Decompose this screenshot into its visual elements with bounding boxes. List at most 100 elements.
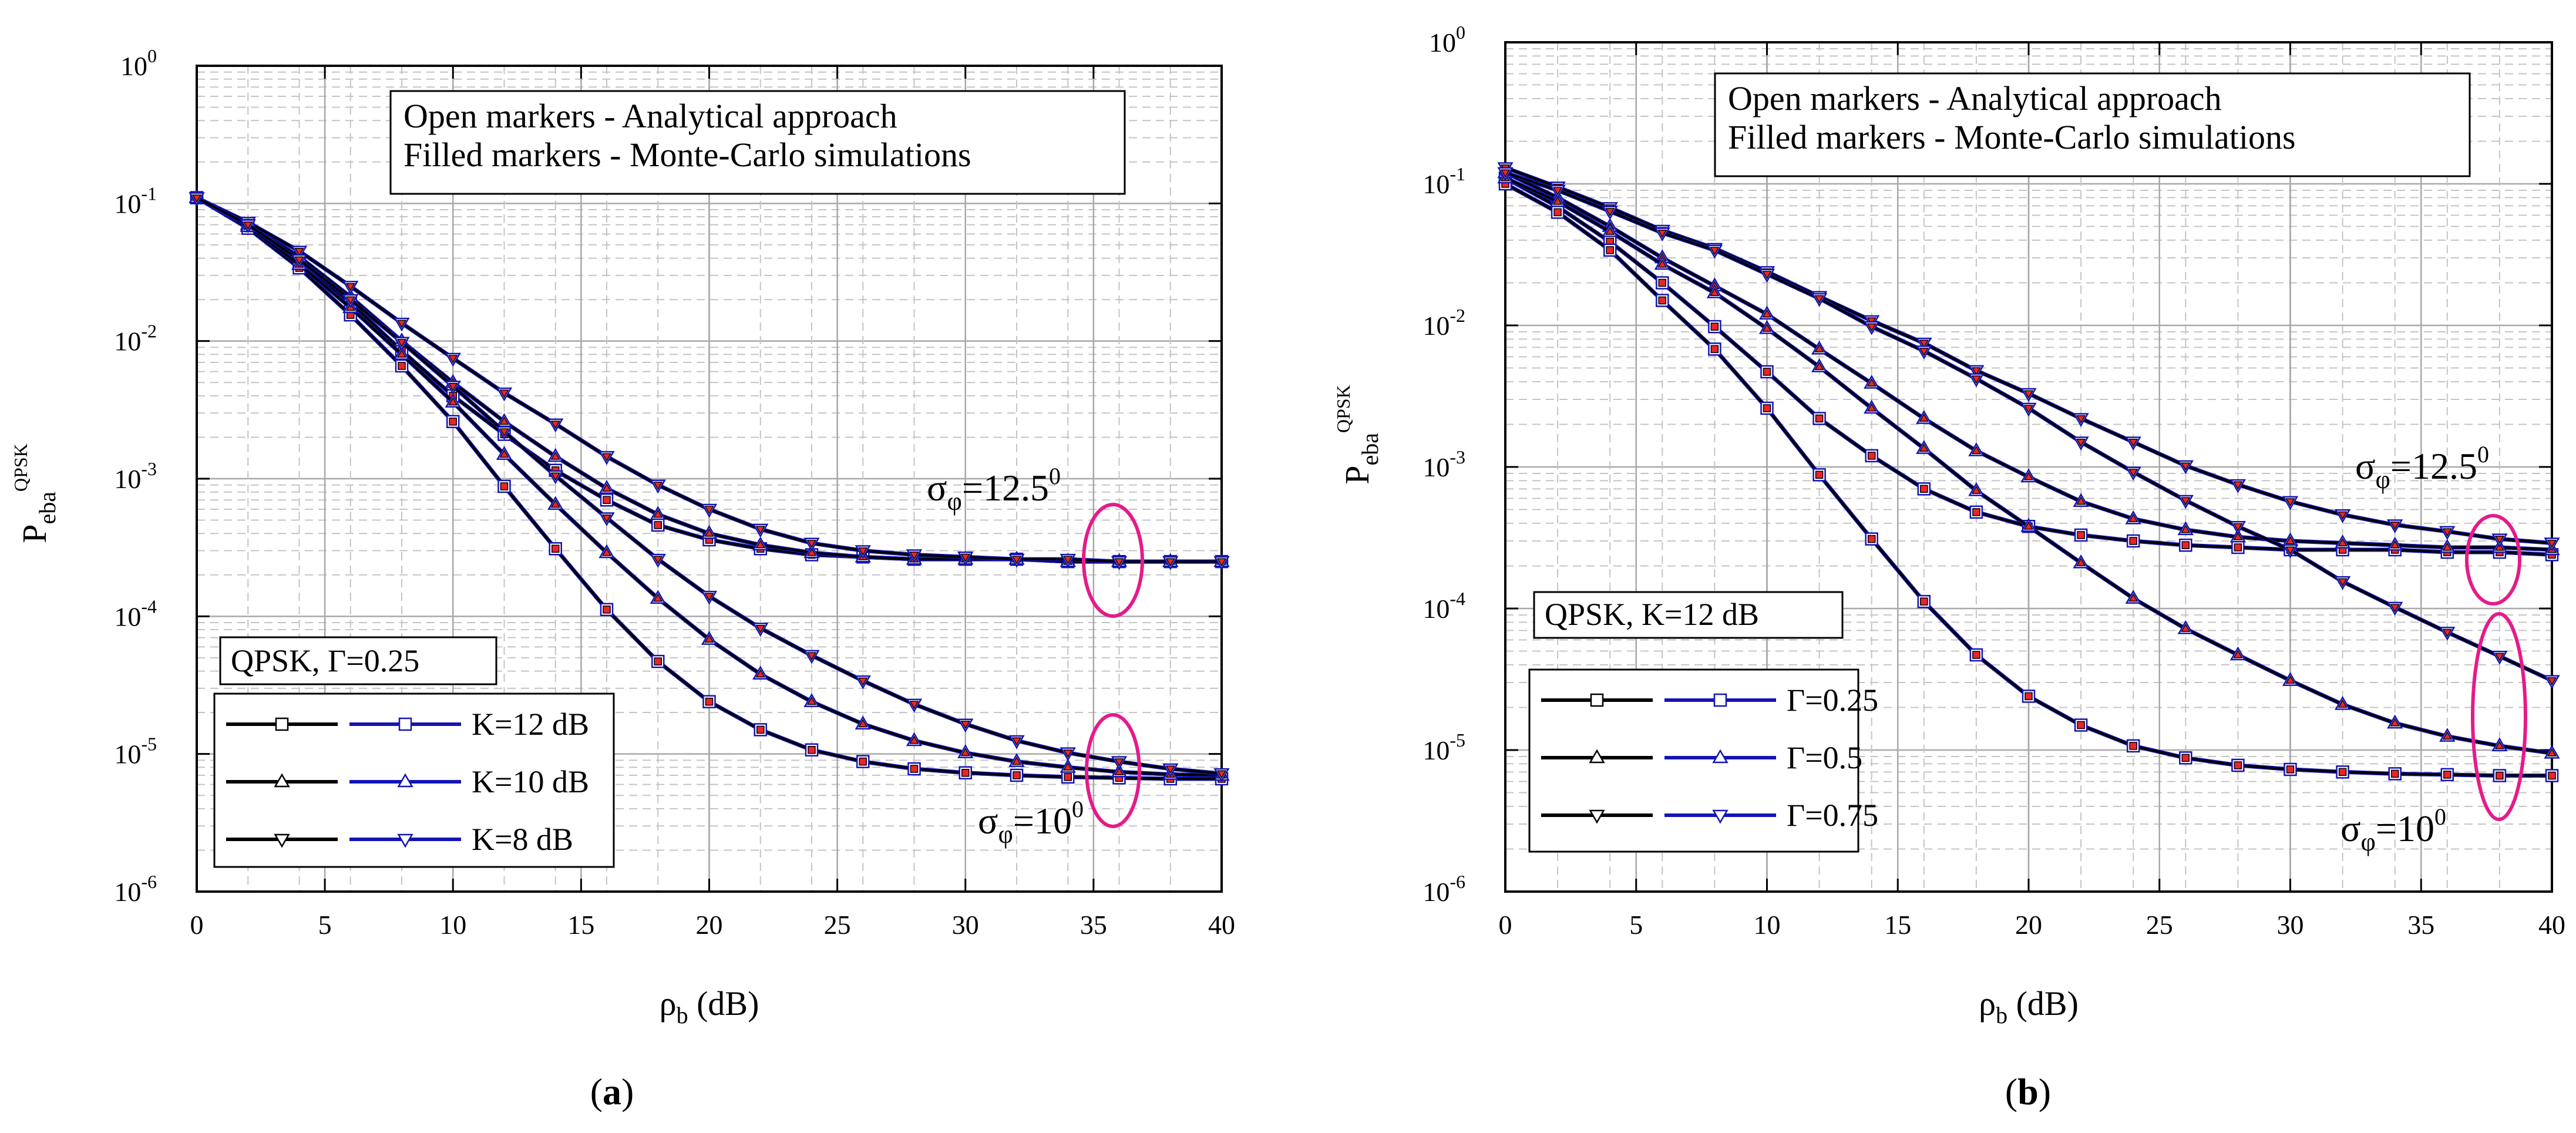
simulation-marker (2233, 532, 2243, 540)
x-tick-label: 25 (824, 910, 851, 940)
simulation-marker (859, 757, 867, 766)
x-tick-label: 30 (2277, 910, 2304, 940)
simulation-marker (550, 451, 560, 460)
y-tick-label: 10-2 (114, 321, 157, 357)
simulation-marker (858, 718, 868, 728)
simulation-marker (1867, 534, 1876, 543)
simulation-marker (1814, 295, 1824, 304)
simulation-marker (601, 483, 612, 492)
x-tick-label: 5 (318, 910, 332, 940)
simulation-marker (601, 453, 612, 462)
y-tick-label: 10-3 (1422, 446, 1465, 482)
simulation-marker (294, 248, 304, 257)
simulation-marker (910, 765, 919, 773)
x-tick-label: 25 (2146, 910, 2173, 940)
simulation-marker (2025, 692, 2033, 701)
simulation-marker (1657, 259, 1667, 268)
simulation-marker (653, 509, 663, 518)
simulation-marker (1606, 246, 1614, 254)
simulation-marker (1658, 278, 1667, 287)
simulation-marker (2181, 754, 2190, 762)
simulation-marker (1763, 368, 1771, 376)
annotation-line: Open markers - Analytical approach (403, 97, 897, 135)
x-tick-label: 10 (1754, 910, 1781, 940)
legend-sim-marker (1590, 693, 1604, 707)
simulation-marker (2286, 765, 2295, 774)
simulation-marker (2076, 496, 2086, 505)
simulation-marker (704, 593, 714, 601)
series-4 (1497, 169, 2560, 759)
simulation-marker (755, 669, 765, 678)
simulation-marker (654, 521, 662, 529)
simulation-marker (653, 593, 663, 602)
simulation-marker (1867, 452, 1876, 460)
x-axis-label: ρb (dB) (1979, 984, 2079, 1028)
simulation-marker (806, 540, 817, 549)
simulation-marker (2338, 699, 2348, 708)
x-axis-label: ρb (dB) (660, 984, 759, 1028)
simulation-marker (2442, 542, 2452, 551)
simulation-marker (2338, 537, 2348, 547)
simulation-marker (1011, 556, 1022, 564)
simulation-marker (1867, 323, 1876, 332)
legend-ana-marker (1712, 809, 1728, 824)
simulation-marker (2129, 537, 2137, 545)
simulation-marker (2442, 528, 2452, 537)
simulation-marker (2338, 511, 2348, 520)
annotation-line: Open markers - Analytical approach (1728, 79, 2222, 117)
simulation-marker (1762, 323, 1772, 332)
simulation-marker (858, 677, 868, 686)
simulation-marker (448, 396, 458, 406)
simulation-marker (500, 482, 509, 490)
simulation-marker (1063, 749, 1073, 758)
y-tick-label: 10-3 (114, 458, 157, 494)
simulation-marker (2338, 768, 2347, 776)
simulation-marker (2023, 521, 2034, 530)
simulation-marker (755, 624, 765, 634)
legend-label: K=10 dB (472, 764, 589, 799)
x-tick-label: 35 (1080, 910, 1107, 940)
sigma-label: σφ=12.50 (2355, 441, 2489, 494)
annotation-line: Filled markers - Monte-Carlo simulations (1728, 118, 2296, 156)
simulation-marker (1920, 485, 1928, 493)
simulation-marker (396, 339, 407, 348)
simulation-marker (550, 499, 560, 508)
simulation-marker (909, 551, 919, 560)
simulation-marker (603, 496, 611, 505)
simulation-marker (2390, 540, 2400, 549)
simulation-marker (1605, 208, 1615, 217)
simulation-marker (2547, 677, 2557, 686)
simulation-marker (909, 701, 919, 710)
simulation-marker (653, 556, 663, 564)
y-tick-label: 10-5 (1422, 729, 1465, 765)
simulation-marker (1710, 287, 1720, 297)
simulation-marker (806, 652, 817, 661)
simulation-marker (1867, 403, 1876, 412)
simulation-marker (2234, 543, 2242, 552)
y-tick-label: 10-1 (114, 183, 157, 218)
simulation-marker (396, 320, 407, 328)
simulation-marker (2442, 628, 2452, 638)
simulation-marker (705, 697, 714, 706)
simulation-marker (1919, 347, 1929, 357)
simulation-marker (961, 768, 970, 777)
simulation-marker (2128, 513, 2138, 522)
legend-label: Γ=0.5 (1787, 740, 1862, 775)
simulation-marker (2181, 497, 2191, 506)
simulation-marker (1710, 247, 1720, 255)
simulation-marker (960, 553, 970, 562)
legend-sim-marker (275, 717, 289, 731)
simulation-marker (2494, 536, 2505, 544)
simulation-marker (806, 547, 817, 556)
y-axis-label-text: PebaQPSK (1333, 385, 1383, 485)
chart-b: 0 5 10 15 20 25 30 35 40 10-6 10-5 10-4 10-3 10-2 10-1… (1333, 22, 2565, 1112)
simulation-marker (1972, 651, 1980, 659)
simulation-marker (345, 296, 355, 305)
legend-sim-marker (274, 773, 290, 788)
simulation-marker (2285, 536, 2295, 544)
simulation-marker (1552, 187, 1563, 196)
simulation-marker (2233, 523, 2243, 532)
simulation-marker (2285, 546, 2295, 555)
figure-caption: (b) (2005, 1071, 2051, 1112)
legend: Γ=0.25 Γ=0.5 Γ=0.75 (1528, 668, 1878, 853)
